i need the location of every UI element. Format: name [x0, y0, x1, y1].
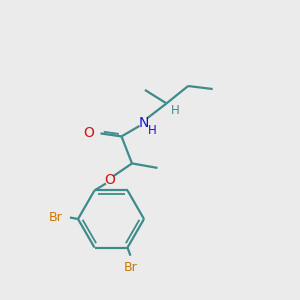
Text: Br: Br — [124, 261, 137, 274]
Text: H: H — [170, 103, 179, 116]
Text: O: O — [104, 173, 115, 187]
Text: O: O — [84, 126, 94, 140]
Text: Br: Br — [49, 211, 63, 224]
Text: N: N — [139, 116, 149, 130]
Text: H: H — [148, 124, 157, 137]
